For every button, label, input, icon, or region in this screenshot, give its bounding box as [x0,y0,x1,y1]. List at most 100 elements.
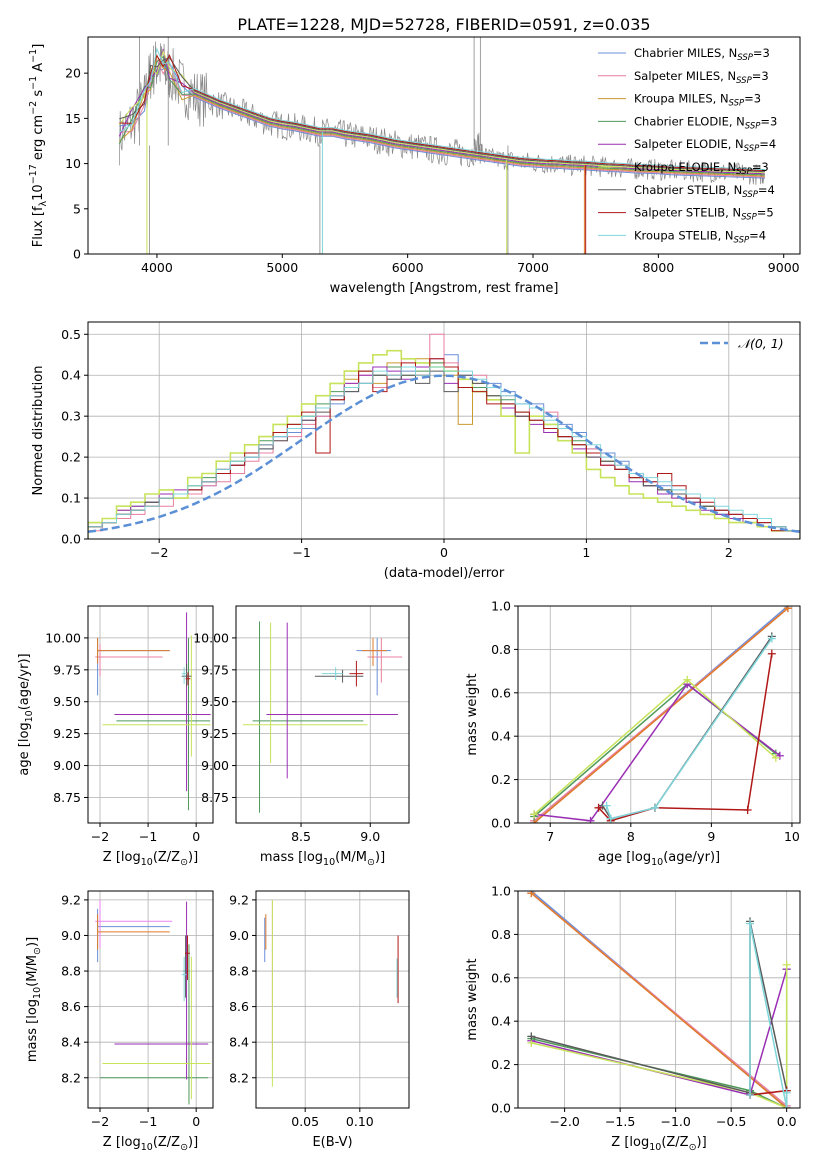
legend-entry: 𝒩(0, 1) [738,336,784,351]
weight-marker-salpeter_stelib [767,649,776,658]
legend-sub: SSP [737,53,753,63]
plot-area [95,612,211,811]
y-tick-label: 8.8 [61,964,81,979]
weight-marker-kroupa_elodie [530,810,539,819]
label-text: Normed distribution [31,366,46,496]
legend-tail: =4 [749,228,766,242]
x-axis-label: E(B-V) [312,1135,352,1150]
y-tick-label: 0.4 [61,368,81,383]
y-tick-label: 9.50 [201,694,229,709]
y-tick-label: 0.4 [491,1014,511,1029]
legend-entry: Chabrier STELIB, NSSP=4 [634,183,775,200]
label-text: (Z/Z [661,1135,688,1150]
axes-frame [517,890,801,1109]
legend-entry: Kroupa MILES, NSSP=3 [634,92,761,109]
legend-tail: =4 [759,137,776,151]
weight-marker-salpeter_elodie [586,816,595,823]
legend-tail: =3 [752,69,769,83]
chart-panel-weight_vs_Z: −2.0 −1.5 −1.0 −0.5 0.0 0.0 0.2 0.4 0.6 0.8 1.0 Z [… [465,884,801,1153]
weight-line-salpeter_elodie [534,683,781,822]
x-tick-label: 6000 [392,260,424,275]
y-tick-label: 9.0 [229,928,249,943]
label-sub: 10 [24,710,35,722]
y-tick-label: 9.25 [53,726,81,741]
y-tick-label: 8.4 [229,1035,249,1050]
label-text: ] [31,44,46,49]
y-tick-label: 0 [73,247,81,262]
x-tick-label: 8000 [642,260,674,275]
label-sub: 10 [323,857,335,868]
x-tick-label: 8.5 [291,829,311,844]
y-axis-label: age [log10(age/yr)] [17,653,35,775]
label-sub: ⊙ [180,1142,188,1153]
weight-marker-kroupa_stelib [602,801,611,810]
label-sup: −2 [28,101,39,115]
x-axis-label: Z [log10(Z/Z⊙)] [611,1135,706,1153]
x-tick-label: 2 [725,545,733,560]
histogram-kroupa_stelib [88,366,800,539]
label-text: )] [25,937,40,947]
plot-area [118,37,765,254]
y-tick-label: 0.3 [61,409,81,424]
weight-marker-orange [527,891,536,898]
y-tick-label: 8.8 [229,964,249,979]
axes-frame [255,890,410,1109]
legend-label: Salpeter STELIB, N [634,206,741,220]
legend-label: Kroupa ELODIE, N [634,160,736,174]
figure-title: PLATE=1228, MJD=52728, FIBERID=0591, z=0… [237,15,650,34]
weight-line-kroupa_stelib [605,638,773,820]
label-text: Z [log [103,1135,141,1150]
x-tick-label: 0.0 [777,1114,797,1129]
x-tick-label: −1 [292,545,310,560]
weight-marker-kroupa_elodie [683,675,692,684]
chart-panel-residuals: −2 −1 0 1 2 0.0 0.1 0.2 0.3 0.4 0.5 (data-model)/er… [31,321,801,581]
label-sub: 10 [32,987,43,999]
y-axis-label: mass weight [465,673,480,755]
label-text: Flux [f [31,206,46,247]
weight-line-salpeter_stelib [598,653,773,822]
label-sub: ⊙ [180,857,188,868]
y-tick-label: 0.1 [61,491,81,506]
weight-line-chabrier_elodie [533,683,777,818]
label-text: )] [188,1135,198,1150]
label-text: age [log [598,850,651,865]
x-tick-label: 1 [582,545,590,560]
y-tick-label: 0.0 [491,816,511,831]
x-axis-label: mass [log10(M/M⊙)] [260,850,385,868]
model-line-chabrier_stelib [119,57,765,173]
x-tick-label: −1.0 [660,1114,690,1129]
x-tick-label: 0.05 [291,1114,319,1129]
y-tick-label: 0.2 [61,450,81,465]
y-tick-label: 9.75 [201,662,229,677]
plot-area [264,899,399,1087]
chart-panel-age_vs_mass: 8.5 9.0 8.75 9.00 9.25 9.50 9.75 10.00 mass [log… [193,605,410,868]
label-text: (age/yr)] [663,850,720,865]
label-text: (M/M [25,955,40,987]
x-axis-label: (data-model)/error [384,566,505,581]
y-tick-label: 0.2 [491,772,511,787]
weight-line-kroupa_elodie [533,678,777,815]
label-text: age [log [17,722,32,775]
axes-frame [87,605,214,824]
y-tick-label: 5 [73,201,81,216]
y-axis-label: Normed distribution [31,366,46,496]
weight-marker-kroupa_stelib [746,919,755,928]
y-axis-label: mass [log10(M/M⊙)] [25,937,43,1062]
legend-label: Salpeter MILES, N [634,69,736,83]
x-axis-label: age [log10(age/yr)] [598,850,720,868]
weight-line-chabrier_stelib [601,635,773,820]
plot-area [530,606,792,823]
legend-label: Salpeter ELODIE, N [634,137,744,151]
label-text: erg cm [31,115,46,164]
weight-line-orange [530,892,788,1108]
legend-entry: Chabrier ELODIE, NSSP=3 [634,114,777,131]
model-line-chabrier_miles [119,61,765,179]
label-sub: λ [38,200,49,206]
axes-frame [87,890,214,1109]
label-text: Z [log [103,850,141,865]
x-tick-label: 0 [440,545,448,560]
x-tick-label: 4000 [141,260,173,275]
